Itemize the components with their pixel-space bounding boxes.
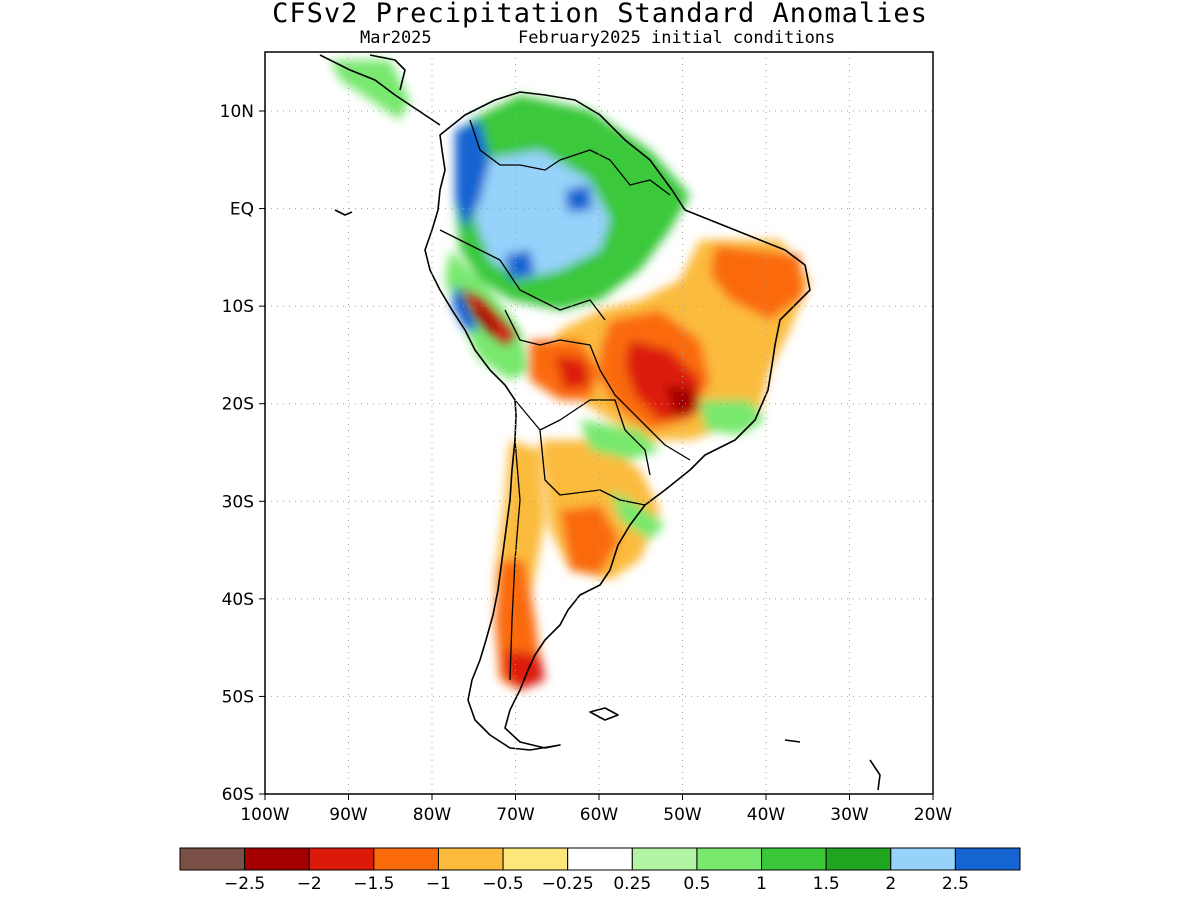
map-title: CFSv2 Precipitation Standard Anomalies xyxy=(272,0,928,29)
colorbar-swatch xyxy=(502,847,569,871)
positive-anomaly-region xyxy=(330,60,410,120)
negative-anomaly-region xyxy=(560,505,620,575)
lon-label: 60W xyxy=(580,805,619,825)
forecast-month: Mar2025 xyxy=(360,28,432,48)
colorbar-swatch xyxy=(244,847,310,871)
positive-anomaly-region xyxy=(580,420,660,460)
falkland-islands xyxy=(589,707,619,721)
coastlines xyxy=(319,54,881,791)
strong-dry-region xyxy=(665,385,700,418)
lon-label: 70W xyxy=(496,805,535,825)
strong-wet-region xyxy=(565,185,592,212)
colorbar-label: 2.5 xyxy=(942,874,969,894)
colorbar-swatch xyxy=(308,847,375,871)
lat-label: 40S xyxy=(222,590,254,610)
colorbar-swatch xyxy=(631,847,698,871)
colorbar-swatch xyxy=(825,847,892,871)
wet-anomaly-region xyxy=(475,150,610,280)
lon-label: 30W xyxy=(830,805,869,825)
strong-dry-region xyxy=(555,355,590,390)
galapagos-islands xyxy=(334,209,353,216)
strong-wet-region xyxy=(452,285,480,330)
lon-label: 20W xyxy=(914,805,953,825)
strong-wet-region xyxy=(455,120,490,230)
lon-label: 100W xyxy=(240,805,289,825)
strong-dry-region xyxy=(472,300,500,335)
colorbar-swatch xyxy=(373,847,439,871)
colorbar-label: 0.5 xyxy=(683,874,710,894)
lat-label: 60S xyxy=(222,785,254,805)
colorbar-label: 1 xyxy=(756,874,767,894)
lat-label: 50S xyxy=(222,687,254,707)
central-america-coastline xyxy=(319,54,441,126)
colorbar-swatch xyxy=(567,847,633,871)
colorbar-swatch xyxy=(890,847,956,871)
lon-label: 50W xyxy=(663,805,702,825)
strong-dry-region xyxy=(505,650,545,690)
colorbar-label: −2.5 xyxy=(224,874,265,894)
colorbar-label: −1 xyxy=(426,874,451,894)
colorbar-label: −0.5 xyxy=(482,874,523,894)
colorbar-swatch xyxy=(437,847,504,871)
latitude-labels: 10N EQ 10S 20S 30S 40S 50S 60S xyxy=(220,102,265,805)
colorbar-swatch xyxy=(761,847,827,871)
anomaly-field xyxy=(319,54,881,791)
negative-anomaly-region xyxy=(710,245,805,320)
lon-label: 40W xyxy=(747,805,786,825)
colorbar-label: −1.5 xyxy=(353,874,394,894)
lat-label: 10N xyxy=(220,102,254,122)
colorbar-label: 2 xyxy=(885,874,896,894)
colorbar-label: 0.25 xyxy=(613,874,651,894)
lat-label: 20S xyxy=(222,395,254,415)
lat-label: EQ xyxy=(230,200,254,220)
atlantic-islands xyxy=(869,759,881,791)
colorbar-label: −0.25 xyxy=(542,874,594,894)
lon-label: 80W xyxy=(413,805,452,825)
lon-label: 90W xyxy=(329,805,368,825)
colorbar-label: −2 xyxy=(297,874,322,894)
colorbar-swatch xyxy=(179,847,246,871)
country-borders xyxy=(439,119,691,681)
lat-label: 30S xyxy=(222,492,254,512)
colorbar-swatch xyxy=(696,847,763,871)
lat-label: 10S xyxy=(222,297,254,317)
initial-conditions-label: February2025 initial conditions xyxy=(518,28,836,48)
colorbar-swatch xyxy=(954,847,1021,871)
colorbar: −2.5 −2 −1.5 −1 −0.5 −0.25 0.25 0.5 1 1.5 2 2.5 xyxy=(179,847,1021,894)
colorbar-label: 1.5 xyxy=(813,874,840,894)
south-america-coastline xyxy=(424,91,811,751)
strong-wet-region xyxy=(505,250,535,280)
longitude-labels: 100W 90W 80W 70W 60W 50W 40W 30W 20W xyxy=(240,794,952,825)
south-georgia xyxy=(784,739,801,743)
